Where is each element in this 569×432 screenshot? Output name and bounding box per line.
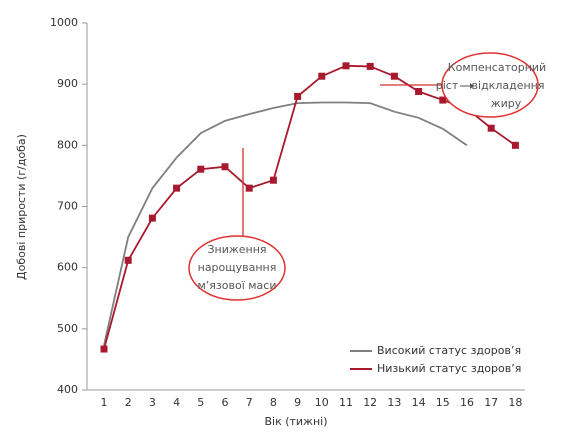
x-tick-label: 6 bbox=[222, 396, 229, 409]
x-tick-label: 2 bbox=[125, 396, 132, 409]
point bbox=[173, 184, 181, 192]
x-tick-label: 14 bbox=[412, 396, 426, 409]
y-tick-label: 1000 bbox=[50, 16, 78, 29]
point bbox=[124, 256, 132, 264]
legend-label: Високий статус здоров’я bbox=[377, 344, 521, 357]
point bbox=[415, 88, 423, 96]
x-tick-label: 17 bbox=[484, 396, 498, 409]
x-tick-label: 16 bbox=[460, 396, 474, 409]
point bbox=[511, 141, 519, 149]
point bbox=[366, 62, 374, 70]
y-tick-label: 700 bbox=[57, 200, 78, 213]
x-axis-label: Вік (тижні) bbox=[264, 415, 327, 428]
y-tick-label: 400 bbox=[57, 383, 78, 396]
x-tick-label: 8 bbox=[270, 396, 277, 409]
legend-label: Низький статус здоров’я bbox=[377, 362, 521, 375]
point bbox=[390, 72, 398, 80]
y-tick-label: 500 bbox=[57, 322, 78, 335]
annotation-arrow bbox=[470, 83, 474, 89]
series-line bbox=[103, 101, 468, 346]
x-tick-label: 13 bbox=[387, 396, 401, 409]
x-tick-label: 9 bbox=[294, 396, 301, 409]
x-tick-label: 7 bbox=[246, 396, 253, 409]
x-tick-label: 4 bbox=[173, 396, 180, 409]
x-tick-label: 5 bbox=[197, 396, 204, 409]
x-tick-label: 1 bbox=[101, 396, 108, 409]
x-tick-label: 11 bbox=[339, 396, 353, 409]
annotation-ellipse bbox=[188, 235, 286, 301]
point bbox=[487, 124, 495, 132]
x-tick-label: 3 bbox=[149, 396, 156, 409]
x-tick-label: 15 bbox=[436, 396, 450, 409]
y-tick-label: 600 bbox=[57, 261, 78, 274]
point bbox=[245, 184, 253, 192]
annotation-text: Зниження bbox=[207, 243, 266, 256]
point bbox=[439, 96, 447, 104]
y-tick-label: 900 bbox=[57, 77, 78, 90]
annotation-text: відкладення bbox=[472, 79, 545, 92]
annotation-text: Компенсаторний bbox=[448, 61, 546, 74]
point bbox=[318, 72, 326, 80]
point bbox=[148, 214, 156, 222]
x-tick-label: 18 bbox=[508, 396, 522, 409]
x-tick-label: 10 bbox=[315, 396, 329, 409]
annotation-text: жиру bbox=[491, 97, 522, 110]
point bbox=[221, 163, 229, 171]
x-tick-label: 12 bbox=[363, 396, 377, 409]
point bbox=[342, 62, 350, 70]
annotation-ellipse bbox=[441, 52, 539, 118]
y-axis-label: Добові прирости (г/доба) bbox=[15, 134, 28, 280]
point bbox=[197, 165, 205, 173]
point bbox=[269, 176, 277, 184]
series-line bbox=[103, 64, 516, 350]
point bbox=[294, 92, 302, 100]
point bbox=[100, 345, 108, 353]
annotation-text: м’язової маси bbox=[198, 279, 277, 292]
y-tick-label: 800 bbox=[57, 138, 78, 151]
annotation-text: ріст bbox=[436, 79, 459, 92]
annotation-text: нарощування bbox=[198, 261, 277, 274]
